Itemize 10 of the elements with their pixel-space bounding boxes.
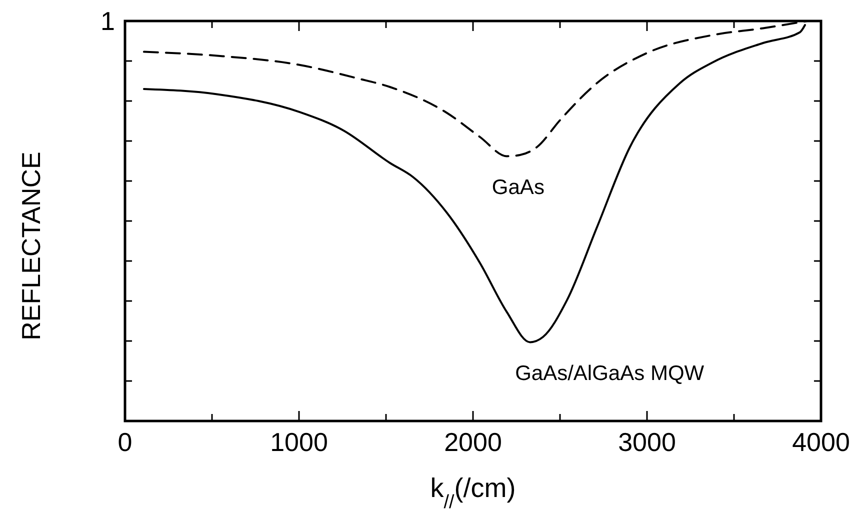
x-tick-label: 2000 — [444, 427, 502, 457]
series-label: GaAs/AlGaAs MQW — [515, 362, 704, 386]
text: 1 — [100, 6, 115, 36]
series-label: GaAs — [492, 176, 544, 200]
x-tick-label: 1000 — [270, 427, 328, 457]
x-tick-label: 0 — [118, 427, 132, 457]
x-axis-title: k$_{//}$(/cm) — [430, 473, 516, 512]
x-tick-label: 4000 — [792, 427, 850, 457]
y-axis-title: REFLECTANCE — [16, 152, 46, 340]
x-tick-label: 3000 — [618, 427, 676, 457]
